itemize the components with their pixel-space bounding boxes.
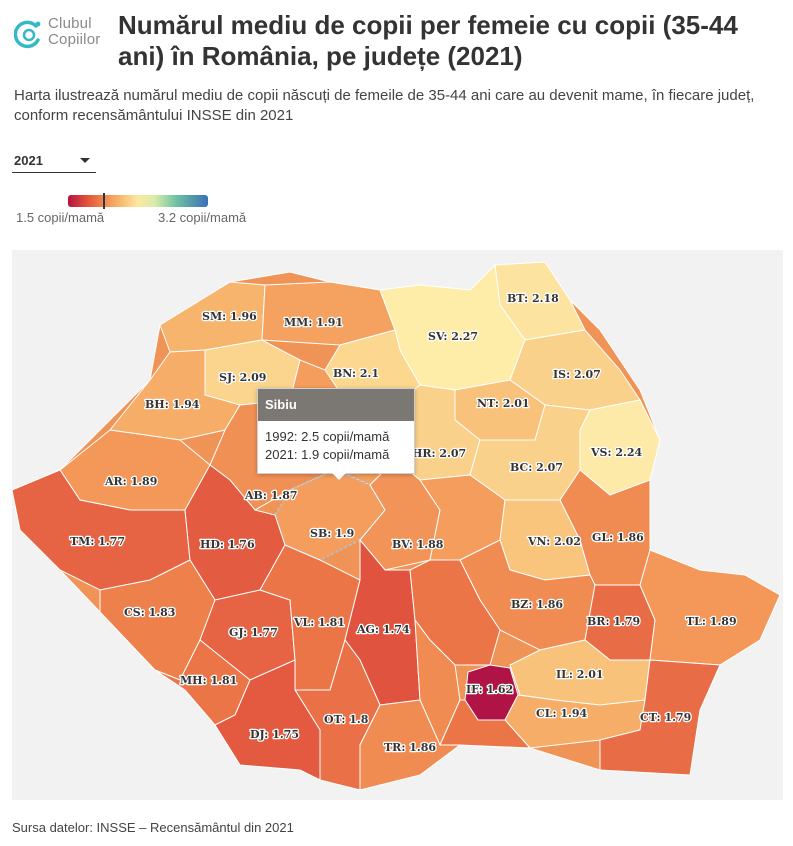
label-NT: NT: 2.01 (477, 397, 530, 410)
color-legend-bar (68, 195, 208, 207)
label-VN: VN: 2.02 (527, 535, 581, 548)
label-CS: CS: 1.83 (124, 606, 175, 619)
label-TR: TR: 1.86 (384, 741, 436, 754)
brand-line-2: Copiilor (48, 31, 101, 48)
label-VL: VL: 1.81 (293, 616, 345, 629)
label-MM: MM: 1.91 (284, 316, 343, 329)
county-labels: SM: 1.96 MM: 1.91 BT: 2.18 SV: 2.27 BN: … (69, 291, 738, 756)
year-dropdown[interactable]: 2021 (12, 150, 96, 173)
label-BV: BV: 1.88 (392, 538, 444, 551)
label-BN: BN: 2.1 (333, 367, 379, 380)
label-SB: SB: 1.9 (310, 527, 354, 540)
legend-max-label: 3.2 copii/mamă (158, 210, 247, 225)
label-HD: HD: 1.76 (200, 538, 255, 551)
tooltip-line-2021: 2021: 1.9 copii/mamă (265, 447, 390, 462)
label-IL: IL: 2.01 (556, 668, 604, 681)
legend-min-label: 1.5 copii/mamă (16, 210, 105, 225)
label-CL: CL: 1.94 (536, 707, 588, 720)
county-TL[interactable] (639, 549, 781, 666)
label-HR: HR: 2.07 (412, 447, 466, 460)
chevron-down-icon (80, 158, 90, 163)
county-GR[interactable] (439, 699, 532, 749)
source-note: Sursa datelor: INSSE – Recensământul din… (12, 820, 294, 835)
label-BR: BR: 1.79 (587, 615, 640, 628)
label-BH: BH: 1.94 (145, 398, 200, 411)
county-DJ[interactable] (214, 659, 321, 781)
tooltip-title: Sibiu (258, 389, 414, 421)
label-TL: TL: 1.89 (686, 615, 737, 628)
logo-icon (14, 20, 41, 49)
label-IF: IF: 1.62 (466, 683, 513, 696)
label-SJ: SJ: 2.09 (219, 371, 266, 384)
label-GL: GL: 1.86 (592, 531, 644, 544)
brand-name: Clubul Copiilor (48, 16, 100, 48)
label-SV: SV: 2.27 (428, 330, 478, 343)
tooltip-pointer (330, 471, 348, 480)
label-AB: AB: 1.87 (244, 489, 298, 502)
label-BC: BC: 2.07 (510, 461, 563, 474)
county-TR[interactable] (359, 699, 462, 791)
label-VS: VS: 2.24 (590, 446, 643, 459)
map-tooltip: Sibiu 1992: 2.5 copii/mamă 2021: 1.9 cop… (257, 388, 415, 474)
label-TM: TM: 1.77 (70, 535, 125, 548)
brand-line-1: Clubul (48, 15, 92, 32)
page-title: Numărul mediu de copii per femeie cu cop… (118, 10, 738, 71)
label-DJ: DJ: 1.75 (250, 728, 299, 741)
page-subtitle: Harta ilustrează numărul mediu de copii … (14, 87, 755, 124)
label-BT: BT: 2.18 (507, 292, 559, 305)
year-dropdown-value: 2021 (14, 153, 43, 168)
label-BZ: BZ: 1.86 (511, 598, 563, 611)
map-area: SM: 1.96 MM: 1.91 BT: 2.18 SV: 2.27 BN: … (12, 250, 783, 800)
legend-marker (103, 193, 105, 209)
county-CT[interactable] (599, 659, 721, 776)
label-MH: MH: 1.81 (180, 674, 237, 687)
label-AG: AG: 1.74 (356, 623, 410, 636)
tooltip-line-1992: 1992: 2.5 copii/mamă (265, 429, 390, 444)
label-CT: CT: 1.79 (640, 711, 691, 724)
brand-logo: Clubul Copiilor (14, 16, 114, 56)
label-GJ: GJ: 1.77 (229, 626, 278, 639)
label-OT: OT: 1.8 (324, 713, 369, 726)
label-SM: SM: 1.96 (202, 310, 257, 323)
romania-map: SM: 1.96 MM: 1.91 BT: 2.18 SV: 2.27 BN: … (12, 261, 781, 791)
label-IS: IS: 2.07 (553, 368, 601, 381)
label-AR: AR: 1.89 (104, 475, 157, 488)
